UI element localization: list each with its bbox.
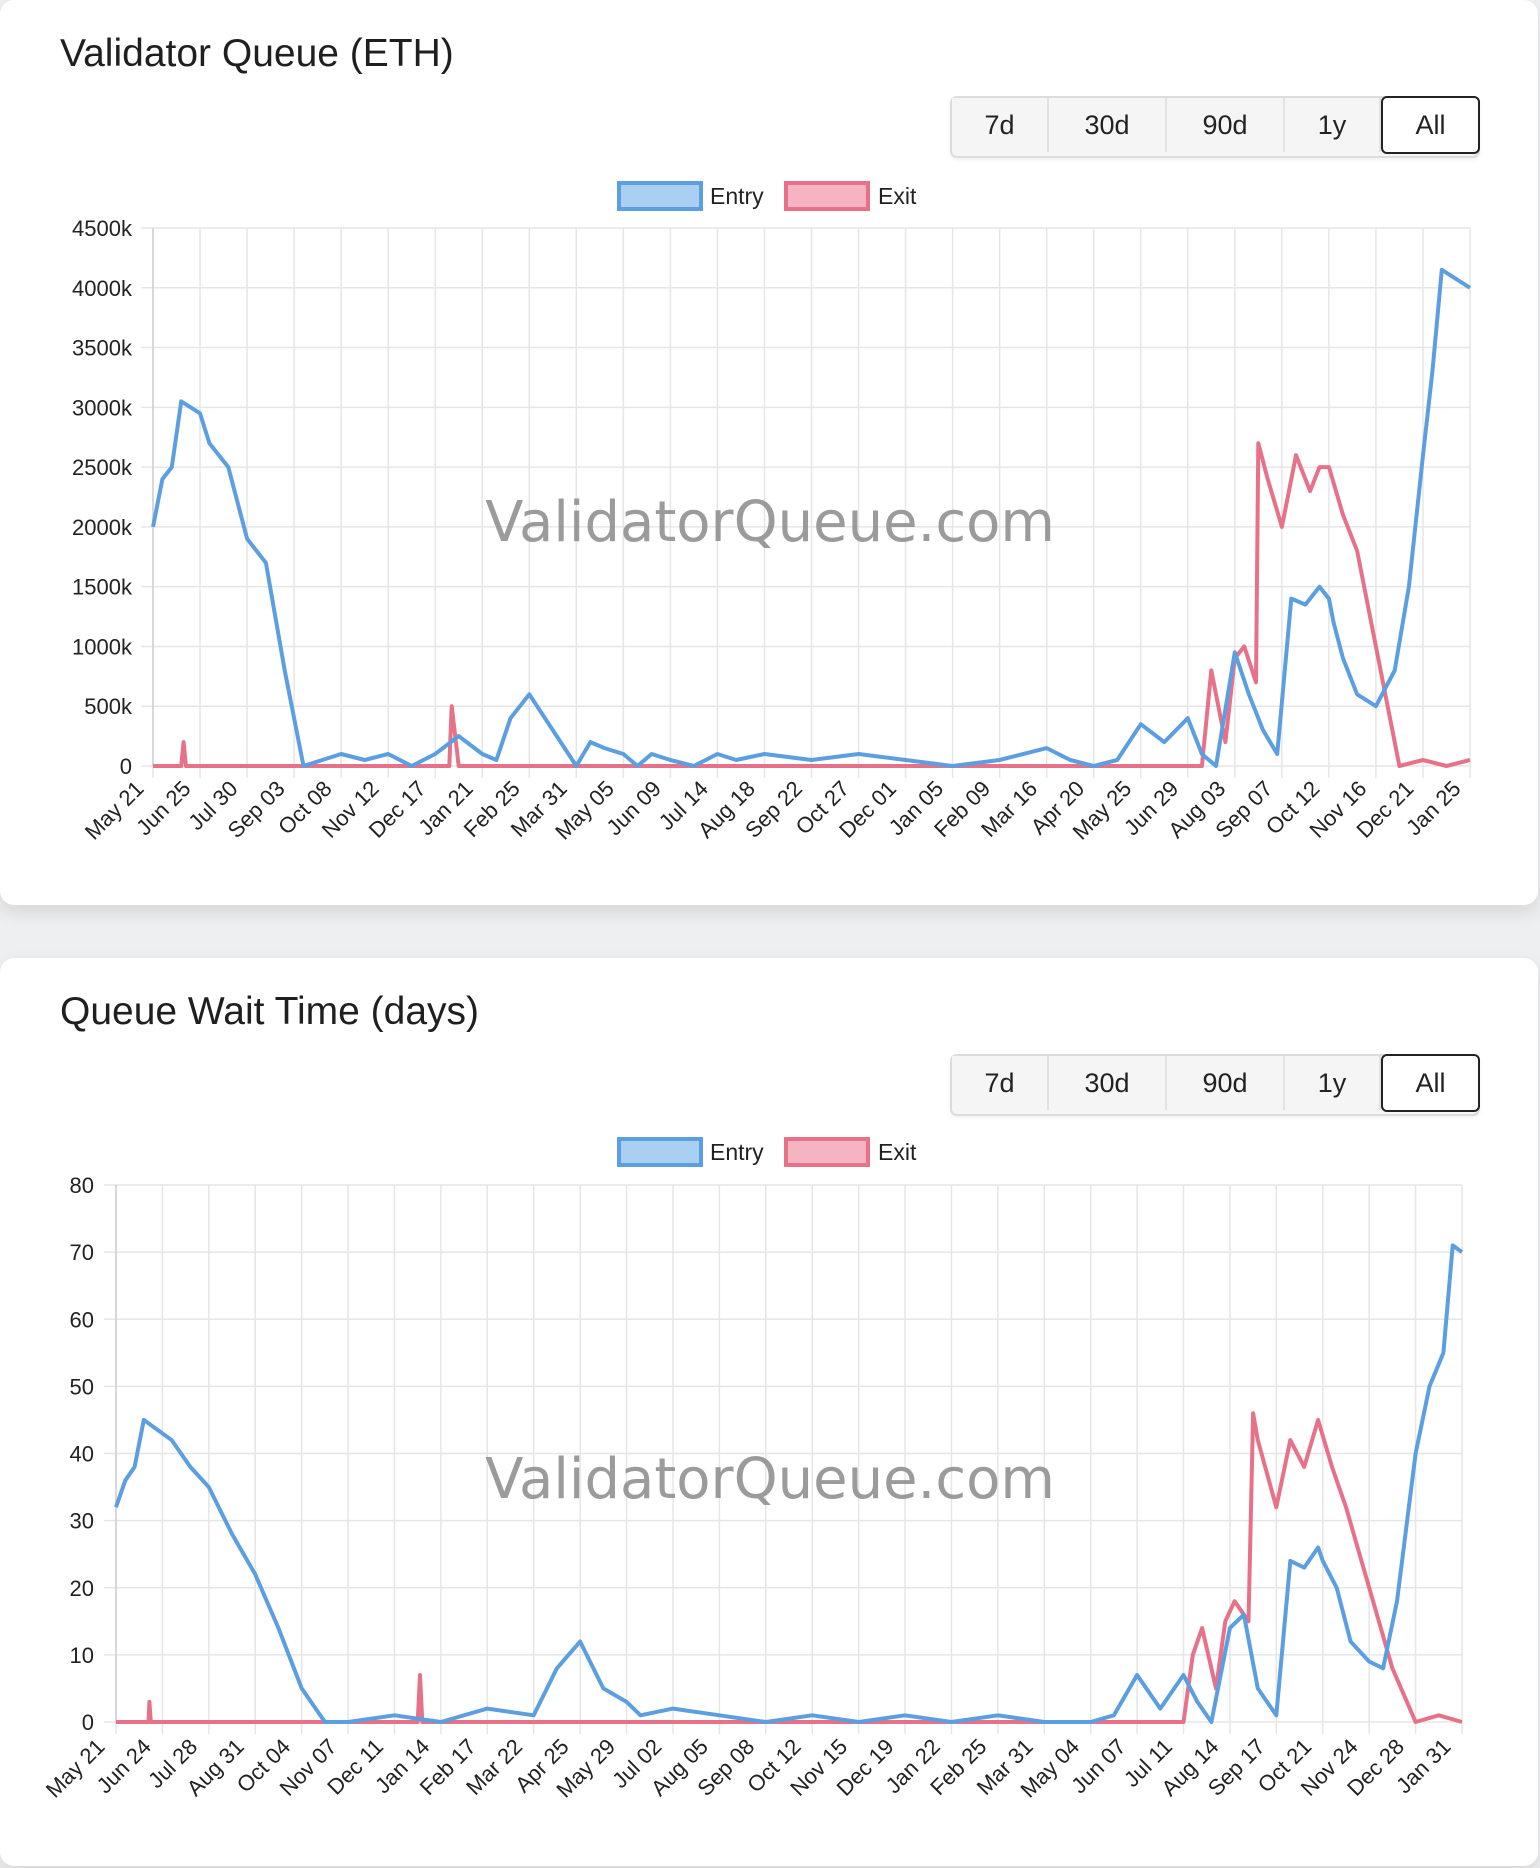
y-tick-label: 4000k xyxy=(72,276,133,301)
y-tick-label: 0 xyxy=(82,1710,94,1735)
y-tick-label: 1500k xyxy=(72,575,133,600)
y-tick-label: 2000k xyxy=(72,515,133,540)
range-selector: 7d 30d 90d 1y All xyxy=(950,1054,1480,1116)
x-tick-label: Jun 09 xyxy=(602,776,666,840)
legend-swatch-exit xyxy=(784,181,870,211)
validator-queue-card: Validator Queue (ETH) 7d 30d 90d 1y All … xyxy=(0,0,1538,905)
legend-swatch-entry xyxy=(617,181,703,211)
y-tick-label: 2500k xyxy=(72,455,133,480)
y-tick-label: 60 xyxy=(70,1307,94,1332)
y-tick-label: 40 xyxy=(70,1442,94,1467)
queue-wait-time-card: Queue Wait Time (days) 7d 30d 90d 1y All… xyxy=(0,958,1538,1866)
range-30d-button[interactable]: 30d xyxy=(1049,1056,1167,1110)
series-line-entry xyxy=(114,1243,1464,1724)
card-title: Queue Wait Time (days) xyxy=(60,990,480,1033)
legend-swatch-exit xyxy=(784,1137,870,1167)
range-all-button[interactable]: All xyxy=(1381,96,1480,154)
legend-label-exit: Exit xyxy=(878,1139,917,1165)
x-tick-label: May 21 xyxy=(80,776,149,845)
legend-label-entry: Entry xyxy=(710,183,764,209)
y-tick-label: 4500k xyxy=(72,216,133,241)
y-tick-label: 10 xyxy=(70,1643,94,1668)
range-1y-button[interactable]: 1y xyxy=(1285,98,1381,152)
range-7d-button[interactable]: 7d xyxy=(952,1056,1049,1110)
y-tick-label: 50 xyxy=(70,1374,94,1399)
validator-queue-chart: 0 500k 1000k 1500k 2000k 2500k 3000k 3500k 4000k… xyxy=(72,181,1472,845)
range-selector: 7d 30d 90d 1y All xyxy=(950,96,1480,158)
range-7d-button[interactable]: 7d xyxy=(952,98,1049,152)
x-tick-label: May 21 xyxy=(41,1734,110,1803)
series-line-exit xyxy=(153,441,1471,768)
y-tick-label: 70 xyxy=(70,1240,94,1265)
legend-label-exit: Exit xyxy=(878,183,917,209)
y-tick-label: 20 xyxy=(70,1576,94,1601)
legend-label-entry: Entry xyxy=(710,1139,764,1165)
y-tick-label: 3000k xyxy=(72,395,133,420)
y-tick-label: 1000k xyxy=(72,634,133,659)
y-tick-label: 0 xyxy=(120,754,132,779)
range-30d-button[interactable]: 30d xyxy=(1049,98,1167,152)
y-tick-label: 80 xyxy=(70,1173,94,1198)
watermark: ValidatorQueue.com xyxy=(485,490,1055,555)
card-title: Validator Queue (ETH) xyxy=(60,32,454,75)
range-1y-button[interactable]: 1y xyxy=(1285,1056,1381,1110)
legend-swatch-entry xyxy=(617,1137,703,1167)
y-tick-label: 3500k xyxy=(72,336,133,361)
range-all-button[interactable]: All xyxy=(1381,1054,1480,1112)
series-line-exit xyxy=(116,1411,1463,1724)
watermark: ValidatorQueue.com xyxy=(485,1447,1055,1512)
x-tick-label: Jan 25 xyxy=(1401,776,1465,840)
y-tick-label: 500k xyxy=(84,694,133,719)
range-90d-button[interactable]: 90d xyxy=(1167,1056,1285,1110)
y-tick-label: 30 xyxy=(70,1509,94,1534)
range-90d-button[interactable]: 90d xyxy=(1167,98,1285,152)
x-tick-label: Jun 25 xyxy=(131,776,195,840)
series-line-entry xyxy=(151,267,1472,768)
